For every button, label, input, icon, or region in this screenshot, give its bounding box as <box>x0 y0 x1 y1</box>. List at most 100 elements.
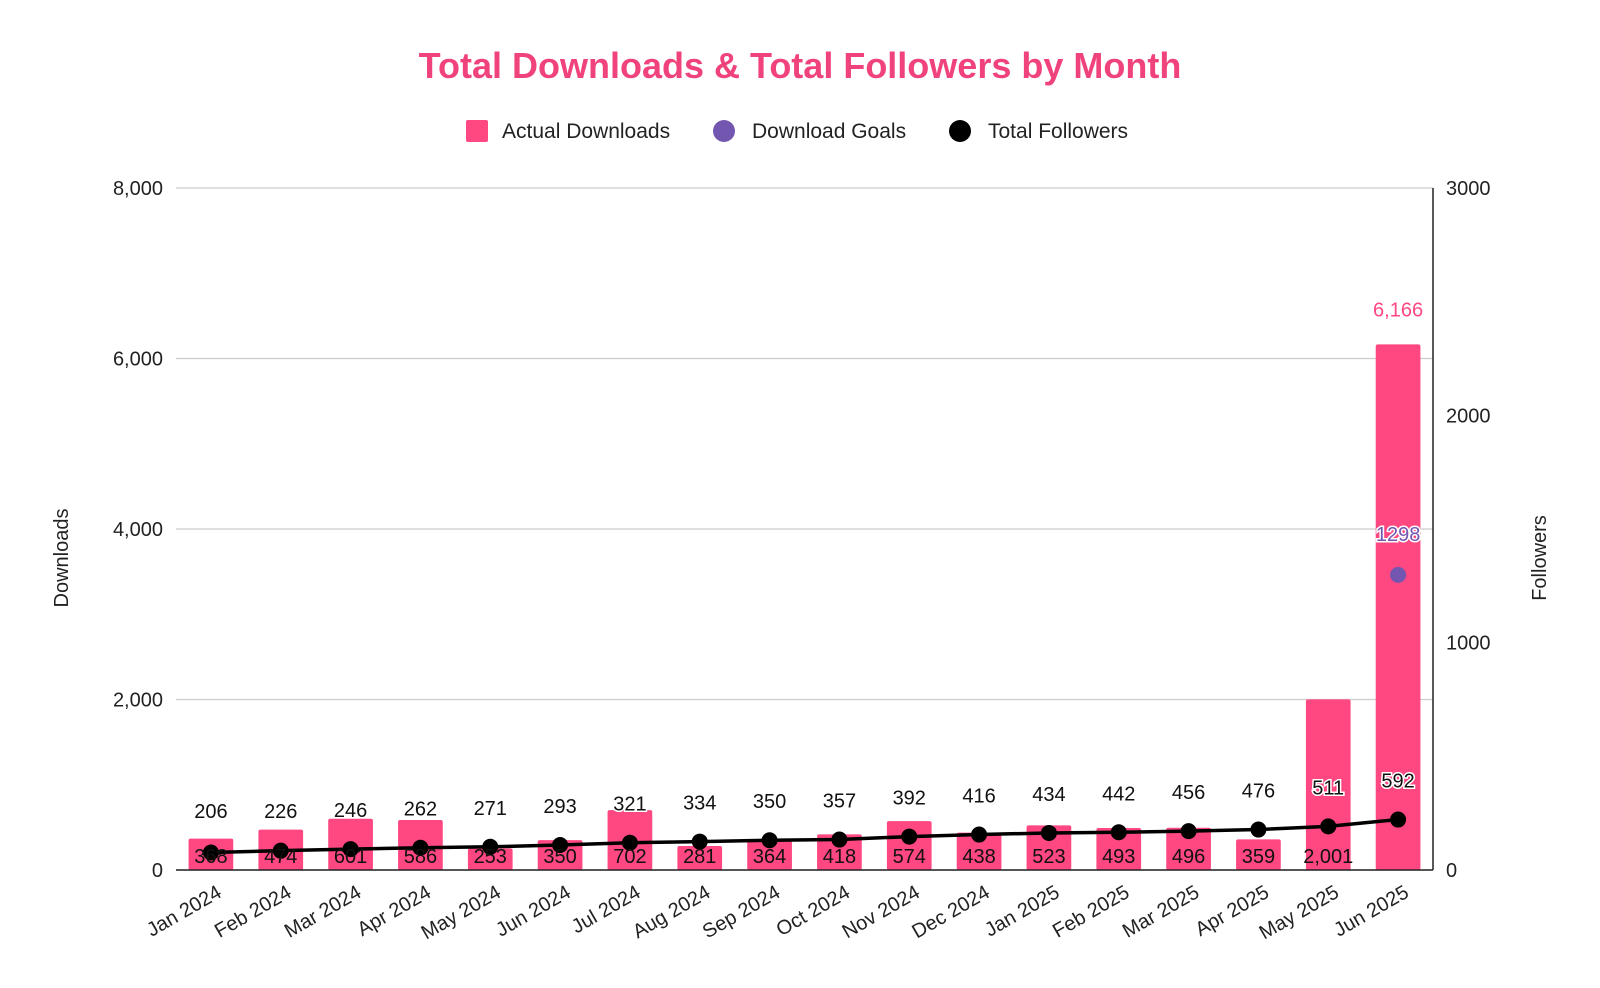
chart-title: Total Downloads & Total Followers by Mon… <box>419 45 1182 86</box>
category-label: Jan 2024 <box>143 881 225 941</box>
label-total-followers: 350 <box>753 791 786 813</box>
followers-line <box>202 811 1407 861</box>
bar-actual-downloads <box>747 838 792 870</box>
label-total-followers: 226 <box>264 801 297 823</box>
bar-actual-downloads <box>1026 825 1072 870</box>
bars <box>188 344 1421 870</box>
label-actual-downloads: 493 <box>1102 846 1135 868</box>
right-tick-label: 0 <box>1446 860 1457 882</box>
category-label: Jun 2024 <box>492 881 574 941</box>
bar-actual-downloads <box>1375 344 1421 870</box>
category-label: Oct 2024 <box>773 881 854 941</box>
gridlines <box>176 187 1433 871</box>
data-labels: 368 474 601 586 253 350 702 281 364 418 574 438 523 4… <box>193 299 1423 868</box>
point-total-followers <box>1040 824 1057 841</box>
point-total-followers <box>691 833 708 850</box>
left-tick-label: 2,000 <box>113 690 163 712</box>
category-label: Jun 2025 <box>1330 881 1412 941</box>
bar-actual-downloads <box>1166 827 1211 870</box>
right-axis-ticks: 0 1000 2000 3000 <box>1446 178 1491 882</box>
point-total-followers <box>342 841 359 858</box>
left-axis-ticks: 0 2,000 4,000 6,000 8,000 <box>113 178 163 882</box>
label-actual-downloads: 438 <box>962 846 995 868</box>
bar-actual-downloads <box>1096 827 1142 870</box>
bar-actual-downloads <box>537 840 583 870</box>
label-actual-downloads: 418 <box>823 846 856 868</box>
legend-swatch-total-followers <box>949 120 971 142</box>
legend: Actual Downloads Download Goals Total Fo… <box>466 120 1128 143</box>
label-total-followers: 271 <box>474 798 507 820</box>
label-total-followers: 442 <box>1102 783 1135 805</box>
bar-actual-downloads <box>467 848 513 870</box>
label-actual-downloads: 496 <box>1172 846 1205 868</box>
left-axis-title: Downloads <box>51 509 73 608</box>
category-label: Feb 2024 <box>211 881 295 942</box>
point-total-followers <box>552 836 569 853</box>
label-total-followers: 592 <box>1381 771 1414 793</box>
point-total-followers <box>901 828 918 845</box>
point-total-followers <box>202 844 219 861</box>
label-actual-downloads: 368 <box>194 846 227 868</box>
point-total-followers <box>971 826 988 843</box>
label-total-followers: 334 <box>683 793 716 815</box>
label-total-followers: 206 <box>194 801 227 823</box>
bar-actual-downloads <box>1236 839 1281 870</box>
category-label: May 2024 <box>418 881 505 944</box>
point-total-followers <box>621 834 638 851</box>
point-download-goal <box>1390 566 1407 583</box>
point-total-followers <box>482 838 499 855</box>
label-actual-downloads: 281 <box>683 846 716 868</box>
left-tick-label: 8,000 <box>113 178 163 200</box>
label-actual-downloads: 474 <box>264 846 297 868</box>
right-axis-title: Followers <box>1529 515 1551 601</box>
category-label: May 2025 <box>1256 881 1343 944</box>
right-tick-label: 2000 <box>1446 405 1491 427</box>
label-total-followers: 456 <box>1172 782 1205 804</box>
left-tick-label: 4,000 <box>113 519 163 541</box>
point-total-followers <box>1110 824 1127 841</box>
bar-actual-downloads <box>956 832 1002 870</box>
label-total-followers: 357 <box>823 791 856 813</box>
legend-label-actual-downloads: Actual Downloads <box>502 120 670 143</box>
label-actual-downloads: 359 <box>1242 846 1275 868</box>
bar-actual-downloads <box>677 846 723 870</box>
category-label: Mar 2025 <box>1119 881 1203 942</box>
legend-label-total-followers: Total Followers <box>988 120 1128 143</box>
point-total-followers <box>1390 811 1407 828</box>
bar-actual-downloads <box>817 834 862 870</box>
label-total-followers: 293 <box>543 796 576 818</box>
label-total-followers: 321 <box>613 794 646 816</box>
point-total-followers <box>1180 823 1197 840</box>
label-actual-downloads: 586 <box>404 846 437 868</box>
followers-line-path <box>210 817 1399 855</box>
label-actual-downloads: 364 <box>753 846 786 868</box>
legend-swatch-download-goals <box>713 120 735 142</box>
label-total-followers: 416 <box>962 786 995 808</box>
right-tick-label: 1000 <box>1446 633 1491 655</box>
category-label: Sep 2024 <box>699 881 784 943</box>
category-label: Mar 2024 <box>281 881 365 942</box>
label-actual-downloads: 702 <box>613 846 646 868</box>
left-tick-label: 6,000 <box>113 349 163 371</box>
label-download-goal: 1298 <box>1376 524 1421 546</box>
label-actual-downloads: 350 <box>543 846 576 868</box>
label-actual-downloads: 253 <box>474 846 507 868</box>
label-actual-downloads: 601 <box>334 846 367 868</box>
bar-actual-downloads <box>886 821 932 870</box>
label-actual-downloads: 2,001 <box>1303 846 1353 868</box>
label-actual-downloads: 6,166 <box>1373 299 1423 321</box>
category-label: Jan 2025 <box>981 881 1063 941</box>
point-total-followers <box>1250 821 1267 838</box>
point-total-followers <box>1320 818 1337 835</box>
point-total-followers <box>831 831 848 848</box>
label-total-followers: 246 <box>334 800 367 822</box>
label-total-followers: 434 <box>1032 784 1065 806</box>
left-tick-label: 0 <box>152 860 163 882</box>
label-total-followers: 476 <box>1242 781 1275 803</box>
category-label: Dec 2024 <box>908 881 993 943</box>
legend-swatch-actual-downloads <box>466 120 488 142</box>
category-label: Aug 2024 <box>629 881 714 943</box>
point-total-followers <box>272 842 289 859</box>
